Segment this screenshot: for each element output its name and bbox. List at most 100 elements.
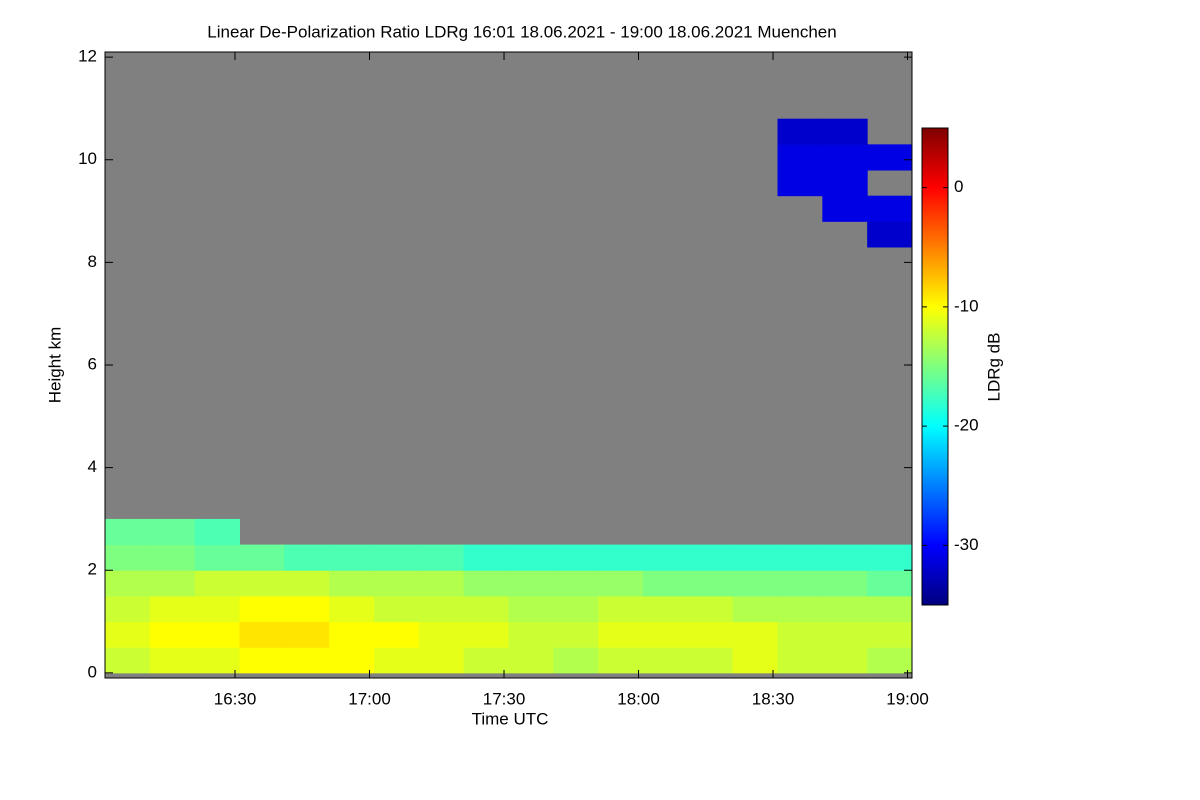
heat-cell (598, 621, 644, 648)
heat-cell (732, 570, 778, 597)
heat-cell (194, 544, 240, 571)
heat-cell (732, 595, 778, 623)
heat-cell (194, 647, 240, 674)
heat-cell (239, 570, 285, 597)
heat-cell (867, 195, 913, 222)
x-tick-label: 17:30 (483, 689, 526, 708)
heat-cell (374, 595, 420, 623)
heat-cell (822, 570, 868, 597)
heat-cell (687, 570, 734, 597)
heat-cell (284, 570, 330, 597)
heat-cell (643, 647, 689, 674)
heat-cell (643, 595, 689, 623)
colorbar (921, 127, 949, 606)
heat-cell (822, 144, 868, 171)
heat-cell (284, 647, 330, 674)
heat-cell (687, 621, 734, 648)
heat-cell (329, 595, 375, 623)
heat-cell (329, 647, 375, 674)
heat-cell (463, 621, 509, 648)
heat-cell (777, 170, 823, 197)
heat-cell (508, 570, 554, 597)
colorbar-tick-label: -20 (954, 416, 979, 435)
heat-cell (374, 544, 420, 571)
heat-cell (687, 595, 734, 623)
heat-cell (418, 621, 465, 648)
heat-cell (194, 570, 240, 597)
heat-cell (239, 621, 285, 648)
y-tick-label: 8 (88, 252, 97, 271)
heat-cell (777, 144, 823, 171)
x-tick-label: 18:00 (617, 689, 660, 708)
heat-cell (105, 544, 151, 571)
heat-cell (643, 570, 689, 597)
heat-cell (777, 570, 823, 597)
heat-cell (508, 544, 554, 571)
heat-cell (867, 595, 913, 623)
colorbar-tick-label: 0 (954, 177, 963, 196)
heat-cell (867, 144, 913, 171)
heat-cell (867, 621, 913, 648)
heat-cell (374, 570, 420, 597)
heat-cell (822, 595, 868, 623)
heat-cell (867, 544, 913, 571)
heat-cell (329, 621, 375, 648)
heat-cell (553, 595, 599, 623)
heat-cell (822, 647, 868, 674)
heat-cell (732, 621, 778, 648)
chart-title: Linear De-Polarization Ratio LDRg 16:01 … (207, 22, 836, 41)
heat-cell (105, 595, 151, 623)
heat-cell (508, 621, 554, 648)
heat-cell (867, 221, 913, 248)
heat-cell (374, 647, 420, 674)
heat-cell (777, 118, 823, 145)
heat-cell (105, 621, 151, 648)
heat-cell (508, 647, 554, 674)
colorbar-tick-label: -10 (954, 296, 979, 315)
x-axis-label: Time UTC (472, 709, 549, 728)
heat-cell (822, 118, 868, 145)
x-tick-label: 16:30 (214, 689, 257, 708)
heat-cell (194, 518, 240, 546)
heat-cell (867, 647, 913, 674)
heat-cell (687, 647, 734, 674)
heat-cell (643, 621, 689, 648)
heat-cell (149, 570, 196, 597)
heat-cell (418, 647, 465, 674)
heat-cell (553, 647, 599, 674)
heat-cell (822, 621, 868, 648)
heat-cell (822, 170, 868, 197)
heat-cell (463, 595, 509, 623)
heat-cell (418, 544, 465, 571)
heat-cell (822, 195, 868, 222)
x-tick-label: 17:00 (348, 689, 391, 708)
heat-cell (149, 595, 196, 623)
heat-cell (598, 570, 644, 597)
heat-cell (687, 544, 734, 571)
y-tick-label: 10 (78, 149, 97, 168)
heat-cell (867, 570, 913, 597)
heat-cell (418, 570, 465, 597)
colorbar-label: LDRg dB (984, 333, 1003, 402)
heat-cell (732, 544, 778, 571)
heat-cell (777, 647, 823, 674)
heat-cell (239, 544, 285, 571)
heat-cell (239, 595, 285, 623)
heat-cell (553, 544, 599, 571)
heat-cell (239, 647, 285, 674)
y-axis-label: Height km (45, 327, 64, 404)
heat-cell (732, 647, 778, 674)
heat-cell (553, 570, 599, 597)
y-tick-label: 4 (88, 457, 97, 476)
heat-cell (822, 544, 868, 571)
x-tick-label: 19:00 (886, 689, 929, 708)
heat-cell (105, 647, 151, 674)
heat-cell (598, 544, 644, 571)
y-tick-label: 12 (78, 47, 97, 66)
heat-cell (149, 621, 196, 648)
y-tick-label: 0 (88, 662, 97, 681)
heat-cell (463, 570, 509, 597)
heat-cell (329, 544, 375, 571)
heat-cell (598, 595, 644, 623)
